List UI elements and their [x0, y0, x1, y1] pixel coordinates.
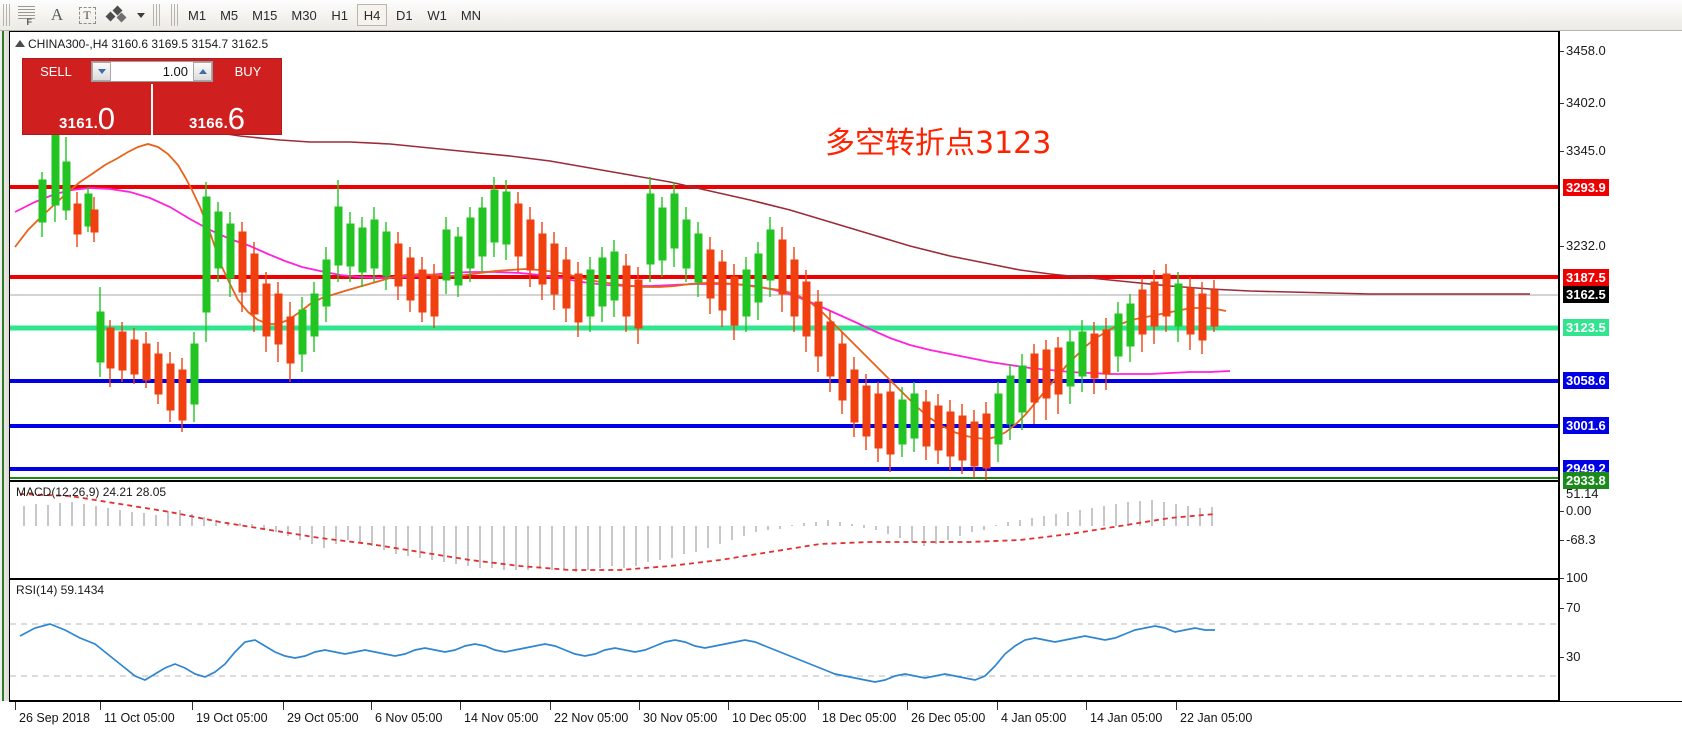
time-label-5: 14 Nov 05:00 [460, 702, 538, 725]
buy-price-integer: 3166 [189, 115, 224, 132]
time-label-2: 19 Oct 05:00 [192, 702, 268, 725]
axis-tick-3458: 3458.0 [1560, 43, 1606, 58]
time-label-9: 18 Dec 05:00 [818, 702, 896, 725]
chart-symbol-header: CHINA300-,H4 3160.6 3169.5 3154.7 3162.5 [15, 37, 268, 51]
toolbar-separator [153, 4, 160, 26]
time-axis[interactable]: 26 Sep 2018 11 Oct 05:00 19 Oct 05:00 29… [9, 701, 1682, 733]
axis-level-3187: 3187.5 [1563, 269, 1609, 286]
axis-level-3058: 3058.6 [1563, 372, 1609, 389]
timeframe-h1[interactable]: H1 [331, 7, 349, 23]
time-label-8: 10 Dec 05:00 [728, 702, 806, 725]
lot-increment-button[interactable] [193, 62, 212, 81]
rsi-chart-svg [10, 623, 1558, 683]
rsi-indicator-label: RSI(14) 59.1434 [16, 583, 105, 597]
time-label-6: 22 Nov 05:00 [550, 702, 628, 725]
macd-chart-svg [19, 493, 1216, 572]
lot-size-stepper[interactable]: 1.00 [91, 61, 213, 82]
macd-pane[interactable]: MACD(12,26,9) 24.21 28.05 [9, 481, 1559, 579]
timeframe-mn[interactable]: MN [460, 7, 482, 23]
timeframe-m15[interactable]: M15 [252, 7, 278, 23]
sell-price-integer: 3161 [59, 115, 94, 132]
rsi-pane[interactable]: RSI(14) 59.1434 [9, 579, 1559, 701]
buy-price-fraction: 6 [227, 100, 245, 136]
chevron-down-icon[interactable] [132, 2, 148, 28]
collapse-triangle-icon[interactable] [15, 40, 25, 47]
rsi-axis-tick-100: 100 [1560, 570, 1588, 585]
crosshair-f-icon[interactable]: F [12, 2, 42, 28]
price-chart-svg [10, 92, 1558, 480]
objects-icon[interactable] [102, 2, 132, 28]
lot-decrement-button[interactable] [92, 62, 111, 81]
text-box-icon[interactable]: T [72, 2, 102, 28]
timeframe-h4[interactable]: H4 [356, 4, 388, 26]
time-label-7: 30 Nov 05:00 [639, 702, 717, 725]
sell-button[interactable]: SELL [23, 59, 89, 84]
time-label-0: 26 Sep 2018 [15, 702, 90, 725]
axis-level-3293: 3293.9 [1563, 179, 1609, 196]
axis-level-3123: 3123.5 [1563, 319, 1609, 336]
macd-indicator-label: MACD(12,26,9) 24.21 28.05 [16, 485, 167, 499]
buy-price-dot: . [223, 115, 228, 132]
axis-tick-3402: 3402.0 [1560, 95, 1606, 110]
lot-size-input[interactable]: 1.00 [162, 64, 188, 79]
time-label-11: 4 Jan 05:00 [997, 702, 1066, 725]
symbol-ohlc-text: CHINA300-,H4 3160.6 3169.5 3154.7 3162.5 [28, 37, 269, 51]
timeframe-w1[interactable]: W1 [427, 7, 447, 23]
axis-tick-3345: 3345.0 [1560, 143, 1606, 158]
price-pane[interactable]: CHINA300-,H4 3160.6 3169.5 3154.7 3162.5… [9, 31, 1559, 481]
timeframe-m1[interactable]: M1 [188, 7, 207, 23]
time-label-1: 11 Oct 05:00 [100, 702, 175, 725]
toolbar-grip[interactable] [3, 4, 10, 26]
chart-frame: CHINA300-,H4 3160.6 3169.5 3154.7 3162.5… [0, 31, 1682, 733]
timeframe-m5[interactable]: M5 [220, 7, 239, 23]
timeframe-d1[interactable]: D1 [396, 7, 413, 23]
sell-price-cell[interactable]: 3161. 0 [23, 84, 151, 136]
sell-price-dot: . [93, 115, 98, 132]
time-label-10: 26 Dec 05:00 [907, 702, 985, 725]
buy-price-cell[interactable]: 3166. 6 [151, 84, 281, 136]
rsi-axis-tick-70: 70 [1560, 600, 1580, 615]
time-label-4: 6 Nov 05:00 [371, 702, 442, 725]
time-label-3: 29 Oct 05:00 [283, 702, 359, 725]
axis-level-3001: 3001.6 [1563, 417, 1609, 434]
sell-price-fraction: 0 [97, 100, 115, 136]
price-axis[interactable]: 3458.0 3402.0 3345.0 3232.0 3293.9 3187.… [1559, 31, 1682, 701]
buy-button[interactable]: BUY [215, 59, 281, 84]
trade-panel-top-row: SELL 1.00 BUY [23, 59, 281, 84]
one-click-trade-panel[interactable]: SELL 1.00 BUY 3161. 0 3166. 6 [22, 58, 282, 136]
macd-axis-tick-5114: 51.14 [1566, 486, 1599, 501]
trade-panel-prices: 3161. 0 3166. 6 [23, 84, 281, 136]
time-label-13: 22 Jan 05:00 [1176, 702, 1252, 725]
axis-current-price-3162: 3162.5 [1563, 286, 1609, 303]
axis-tick-3232: 3232.0 [1560, 238, 1606, 253]
macd-axis-tick-683: -68.3 [1560, 532, 1596, 547]
timeframe-m30[interactable]: M30 [291, 7, 317, 23]
chart-annotation-text: 多空转折点3123 [825, 126, 1052, 161]
text-label-icon[interactable]: A [50, 5, 64, 24]
timeframe-grip[interactable] [171, 4, 178, 26]
axis-level-2933: 2933.8 [1563, 472, 1609, 489]
macd-axis-tick-000: 0.00 [1560, 503, 1591, 518]
time-label-12: 14 Jan 05:00 [1086, 702, 1162, 725]
rsi-axis-tick-30: 30 [1560, 649, 1580, 664]
toolbar: F A T M1 M5 M15 M30 H1 H4 D1 W1 MN [0, 0, 1682, 31]
